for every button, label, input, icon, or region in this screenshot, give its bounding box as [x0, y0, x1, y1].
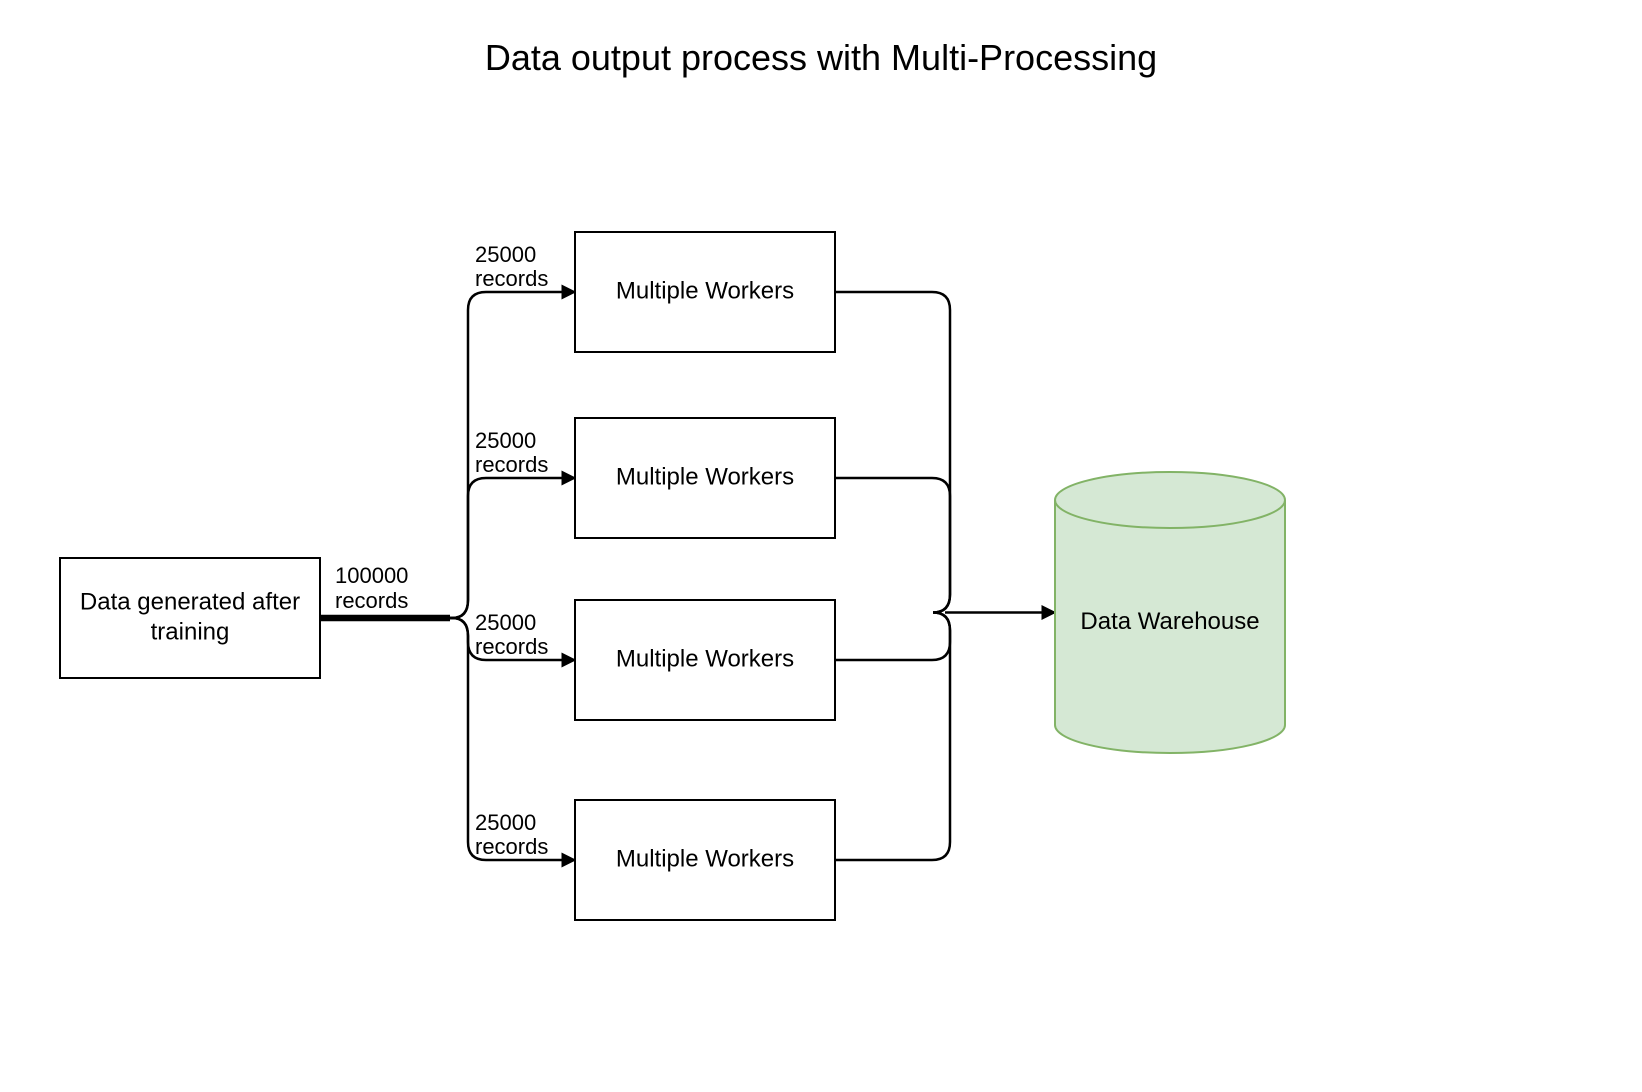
- node-label: Multiple Workers: [616, 463, 794, 490]
- edge-fanin-worker4: [835, 613, 950, 861]
- node-label: Data generated after: [80, 588, 300, 615]
- node-label: Multiple Workers: [616, 645, 794, 672]
- edge-label-main: records: [335, 588, 408, 613]
- edge-fanin-worker2: [835, 478, 950, 613]
- node-source: Data generated after training: [60, 558, 320, 678]
- edge-fanout-worker2: [450, 478, 575, 618]
- edge-fanin-worker3: [835, 613, 950, 661]
- edge-label-split: 25000: [475, 428, 536, 453]
- node-worker2: Multiple Workers: [575, 418, 835, 538]
- edge-label-main: 100000: [335, 563, 408, 588]
- edge-label-split: records: [475, 266, 548, 291]
- diagram-canvas: Data output process with Multi-Processin…: [0, 0, 1642, 1092]
- node-label: training: [151, 618, 230, 645]
- edge-label-split: records: [475, 634, 548, 659]
- edge-label-split: 25000: [475, 810, 536, 835]
- diagram-title: Data output process with Multi-Processin…: [485, 37, 1157, 78]
- node-worker1: Multiple Workers: [575, 232, 835, 352]
- edge-fanin-worker1: [835, 292, 950, 613]
- node-worker4: Multiple Workers: [575, 800, 835, 920]
- node-label: Data Warehouse: [1080, 608, 1259, 635]
- node-label: Multiple Workers: [616, 845, 794, 872]
- node-warehouse: Data Warehouse: [1055, 472, 1285, 753]
- edge-label-split: 25000: [475, 242, 536, 267]
- edge-label-split: records: [475, 834, 548, 859]
- node-label: Multiple Workers: [616, 277, 794, 304]
- edge-label-split: 25000: [475, 610, 536, 635]
- edge-label-split: records: [475, 452, 548, 477]
- node-worker3: Multiple Workers: [575, 600, 835, 720]
